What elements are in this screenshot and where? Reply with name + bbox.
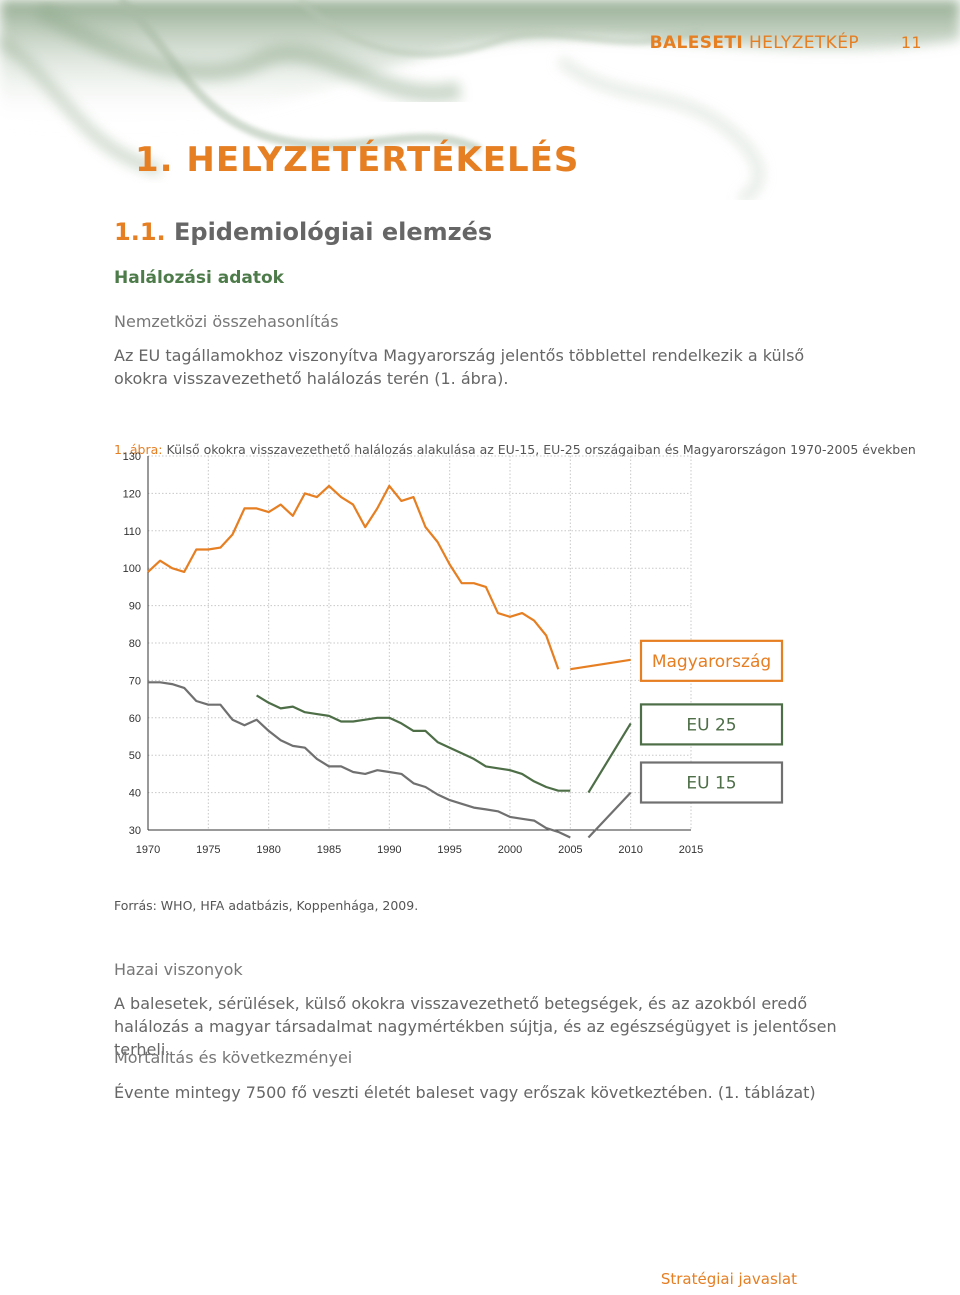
series-line-magyarország — [147, 484, 560, 670]
series-line-eu-15 — [148, 681, 571, 839]
legend-label: EU 25 — [686, 715, 736, 735]
projection-line — [587, 722, 632, 794]
x-tick-label: 2010 — [618, 844, 642, 856]
hazai-heading: Hazai viszonyok — [114, 960, 243, 979]
x-tick-label: 1975 — [196, 844, 220, 856]
section-heading: 1.1. Epidemiológiai elemzés — [114, 218, 492, 246]
intl-paragraph: Az EU tagállamokhoz viszonyítva Magyaror… — [114, 346, 805, 388]
section-title: Epidemiológiai elemzés — [174, 218, 493, 246]
y-tick-label: 60 — [129, 713, 141, 725]
section-number: 1.1. — [114, 218, 166, 246]
running-header: BALESETI HELYZETKÉP 11 — [650, 33, 922, 53]
projection-line — [587, 791, 632, 839]
legend-label: Magyarország — [652, 652, 771, 672]
hazai-paragraph: A balesetek, sérülések, külső okokra vis… — [114, 994, 837, 1059]
y-tick-label: 50 — [129, 750, 141, 762]
intl-heading: Nemzetközi összehasonlítás — [114, 312, 339, 331]
legend-box: EU 15 — [639, 761, 784, 804]
mortality-heading: Mortalitás és következményei — [114, 1048, 353, 1067]
legend-box-frame — [639, 703, 784, 746]
mortality-chart: 130 120 110 100 90 80 70 60 50 40 30 1970 1975 1980 19… — [123, 451, 784, 856]
x-tick-label: 2015 — [679, 844, 703, 856]
header-decoration — [0, 0, 960, 200]
x-tick-label: 2000 — [498, 844, 522, 856]
running-footer: Stratégiai javaslat — [660, 1270, 797, 1288]
y-tick-label: 120 — [123, 488, 141, 500]
y-tick-label: 40 — [129, 788, 141, 800]
y-tick-label: 80 — [129, 638, 141, 650]
y-tick-label: 100 — [123, 563, 141, 575]
x-tick-label: 1990 — [377, 844, 401, 856]
page-number: 11 — [900, 33, 922, 52]
legend-box-frame — [639, 761, 784, 804]
figure-caption: 1. ábra: Külső okokra visszavezethető ha… — [114, 442, 916, 457]
figure-number: 1. ábra: — [114, 442, 163, 457]
figure-source: Forrás: WHO, HFA adatbázis, Koppenhága, … — [114, 898, 419, 913]
legend-label: EU 15 — [686, 774, 736, 794]
x-tick-label: 1980 — [256, 844, 280, 856]
legend-box: EU 25 — [639, 703, 784, 746]
series-line-eu-25 — [256, 694, 571, 792]
subsection-heading: Halálozási adatok — [114, 268, 284, 288]
x-tick-label: 2005 — [558, 844, 582, 856]
y-tick-label: 90 — [129, 601, 141, 613]
figure-caption-text: Külső okokra visszavezethető halálozás a… — [166, 442, 916, 457]
x-tick-label: 1970 — [136, 844, 160, 856]
projection-line — [570, 658, 631, 671]
x-tick-label: 1985 — [317, 844, 341, 856]
header-part-bold: BALESETI — [649, 33, 744, 53]
y-tick-label: 30 — [129, 825, 141, 837]
legend-box: Magyarország — [639, 639, 784, 682]
y-tick-label: 70 — [129, 675, 141, 687]
chapter-title: 1. HELYZETÉRTÉKELÉS — [135, 140, 580, 180]
legend-box-frame — [639, 639, 784, 682]
x-tick-label: 1995 — [437, 844, 461, 856]
mortality-paragraph: Évente mintegy 7500 fő veszti életét bal… — [114, 1083, 816, 1102]
y-tick-label: 130 — [123, 451, 141, 463]
header-part-light: HELYZETKÉP — [748, 33, 860, 53]
y-tick-label: 110 — [123, 526, 141, 538]
